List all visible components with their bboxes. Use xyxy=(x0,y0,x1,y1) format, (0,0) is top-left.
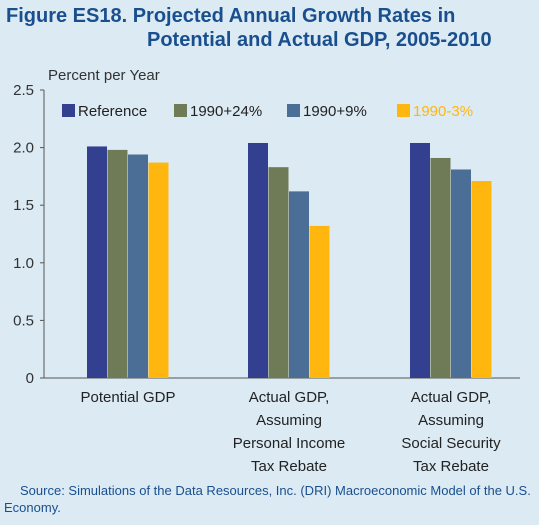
bar xyxy=(107,149,128,378)
legend-swatch xyxy=(287,104,300,117)
y-tick-label: 1.5 xyxy=(13,197,34,214)
y-tick-label: 2.0 xyxy=(13,140,34,157)
bar xyxy=(430,157,451,378)
bars xyxy=(87,142,492,378)
source-note: Source: Simulations of the Data Resource… xyxy=(4,483,531,515)
category-label: Assuming xyxy=(418,412,484,429)
category-label: Tax Rebate xyxy=(413,458,489,475)
bar xyxy=(268,167,289,378)
bar-chart: Percent per Year 0 0.5 1.0 1.5 2.0 2.5 Potent… xyxy=(13,67,520,475)
bar xyxy=(148,162,169,378)
y-tick-label: 0.5 xyxy=(13,312,34,329)
category-labels: Potential GDP Actual GDP, Assuming Personal… xyxy=(80,389,501,475)
legend: Reference 1990+24% 1990+9% 1990-3% xyxy=(62,103,473,120)
category-label: Social Security xyxy=(401,435,501,452)
category-label: Assuming xyxy=(256,412,322,429)
legend-swatch xyxy=(397,104,410,117)
bar xyxy=(128,154,148,378)
category-label: Tax Rebate xyxy=(251,458,327,475)
chart-title-line-1: Figure ES18. Projected Annual Growth Rat… xyxy=(6,5,456,27)
category-label: Personal Income xyxy=(233,435,346,452)
bar xyxy=(289,191,309,378)
bar xyxy=(451,169,471,378)
bar xyxy=(471,181,492,378)
legend-label: 1990+24% xyxy=(190,103,262,120)
bar xyxy=(309,225,330,378)
legend-label: 1990+9% xyxy=(303,103,367,120)
chart-title: Figure ES18. Projected Annual Growth Rat… xyxy=(6,4,536,52)
legend-swatch xyxy=(62,104,75,117)
legend-label: Reference xyxy=(78,103,147,120)
y-tick-label: 1.0 xyxy=(13,255,34,272)
bar xyxy=(87,146,107,378)
y-tick-label: 0 xyxy=(26,370,34,387)
bar xyxy=(248,142,268,378)
y-axis-label: Percent per Year xyxy=(48,67,160,84)
chart-title-line-2: Potential and Actual GDP, 2005-2010 xyxy=(147,29,492,51)
legend-label: 1990-3% xyxy=(413,103,473,120)
bar xyxy=(410,142,430,378)
category-label: Potential GDP xyxy=(80,389,175,406)
legend-swatch xyxy=(174,104,187,117)
category-label: Actual GDP, xyxy=(411,389,492,406)
y-tick-labels: 0 0.5 1.0 1.5 2.0 2.5 xyxy=(13,82,44,387)
category-label: Actual GDP, xyxy=(249,389,330,406)
y-tick-label: 2.5 xyxy=(13,82,34,99)
